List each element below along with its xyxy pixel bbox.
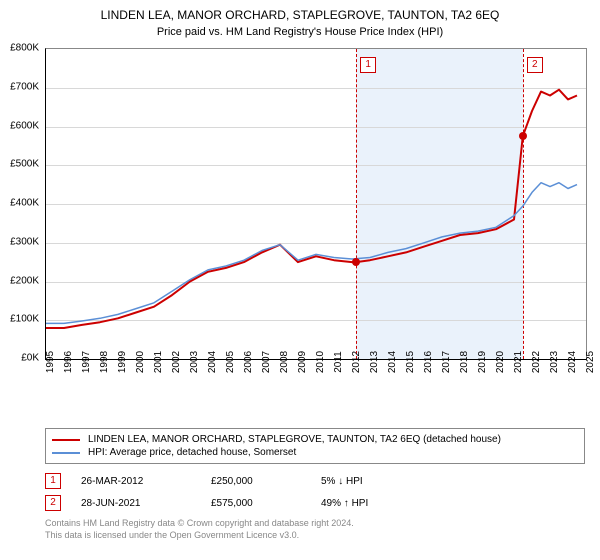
chart-subtitle: Price paid vs. HM Land Registry's House … xyxy=(0,22,600,38)
sale-price: £250,000 xyxy=(211,476,301,487)
sales-row: 2 28-JUN-2021 £575,000 49% ↑ HPI xyxy=(45,492,585,514)
footer: Contains HM Land Registry data © Crown c… xyxy=(45,518,585,541)
sale-date: 28-JUN-2021 xyxy=(81,498,191,509)
legend-item: HPI: Average price, detached house, Some… xyxy=(52,446,578,459)
sale-marker-icon: 2 xyxy=(45,495,61,511)
chart-title: LINDEN LEA, MANOR ORCHARD, STAPLEGROVE, … xyxy=(0,0,600,22)
legend: LINDEN LEA, MANOR ORCHARD, STAPLEGROVE, … xyxy=(45,428,585,464)
sale-price: £575,000 xyxy=(211,498,301,509)
plot-region: 12 xyxy=(45,48,587,360)
sale-vs-hpi: 49% ↑ HPI xyxy=(321,498,431,509)
sale-date: 26-MAR-2012 xyxy=(81,476,191,487)
legend-swatch xyxy=(52,452,80,454)
line-series xyxy=(46,49,586,359)
footer-line: Contains HM Land Registry data © Crown c… xyxy=(45,518,585,530)
chart-container: LINDEN LEA, MANOR ORCHARD, STAPLEGROVE, … xyxy=(0,0,600,560)
sale-marker-icon: 1 xyxy=(45,473,61,489)
sales-row: 1 26-MAR-2012 £250,000 5% ↓ HPI xyxy=(45,470,585,492)
legend-label: LINDEN LEA, MANOR ORCHARD, STAPLEGROVE, … xyxy=(88,434,501,445)
legend-label: HPI: Average price, detached house, Some… xyxy=(88,447,296,458)
sale-vs-hpi: 5% ↓ HPI xyxy=(321,476,431,487)
sales-table: 1 26-MAR-2012 £250,000 5% ↓ HPI 2 28-JUN… xyxy=(45,470,585,514)
chart-area: 12 £0K£100K£200K£300K£400K£500K£600K£700… xyxy=(45,48,585,388)
legend-item: LINDEN LEA, MANOR ORCHARD, STAPLEGROVE, … xyxy=(52,433,578,446)
footer-line: This data is licensed under the Open Gov… xyxy=(45,530,585,542)
legend-swatch xyxy=(52,439,80,441)
